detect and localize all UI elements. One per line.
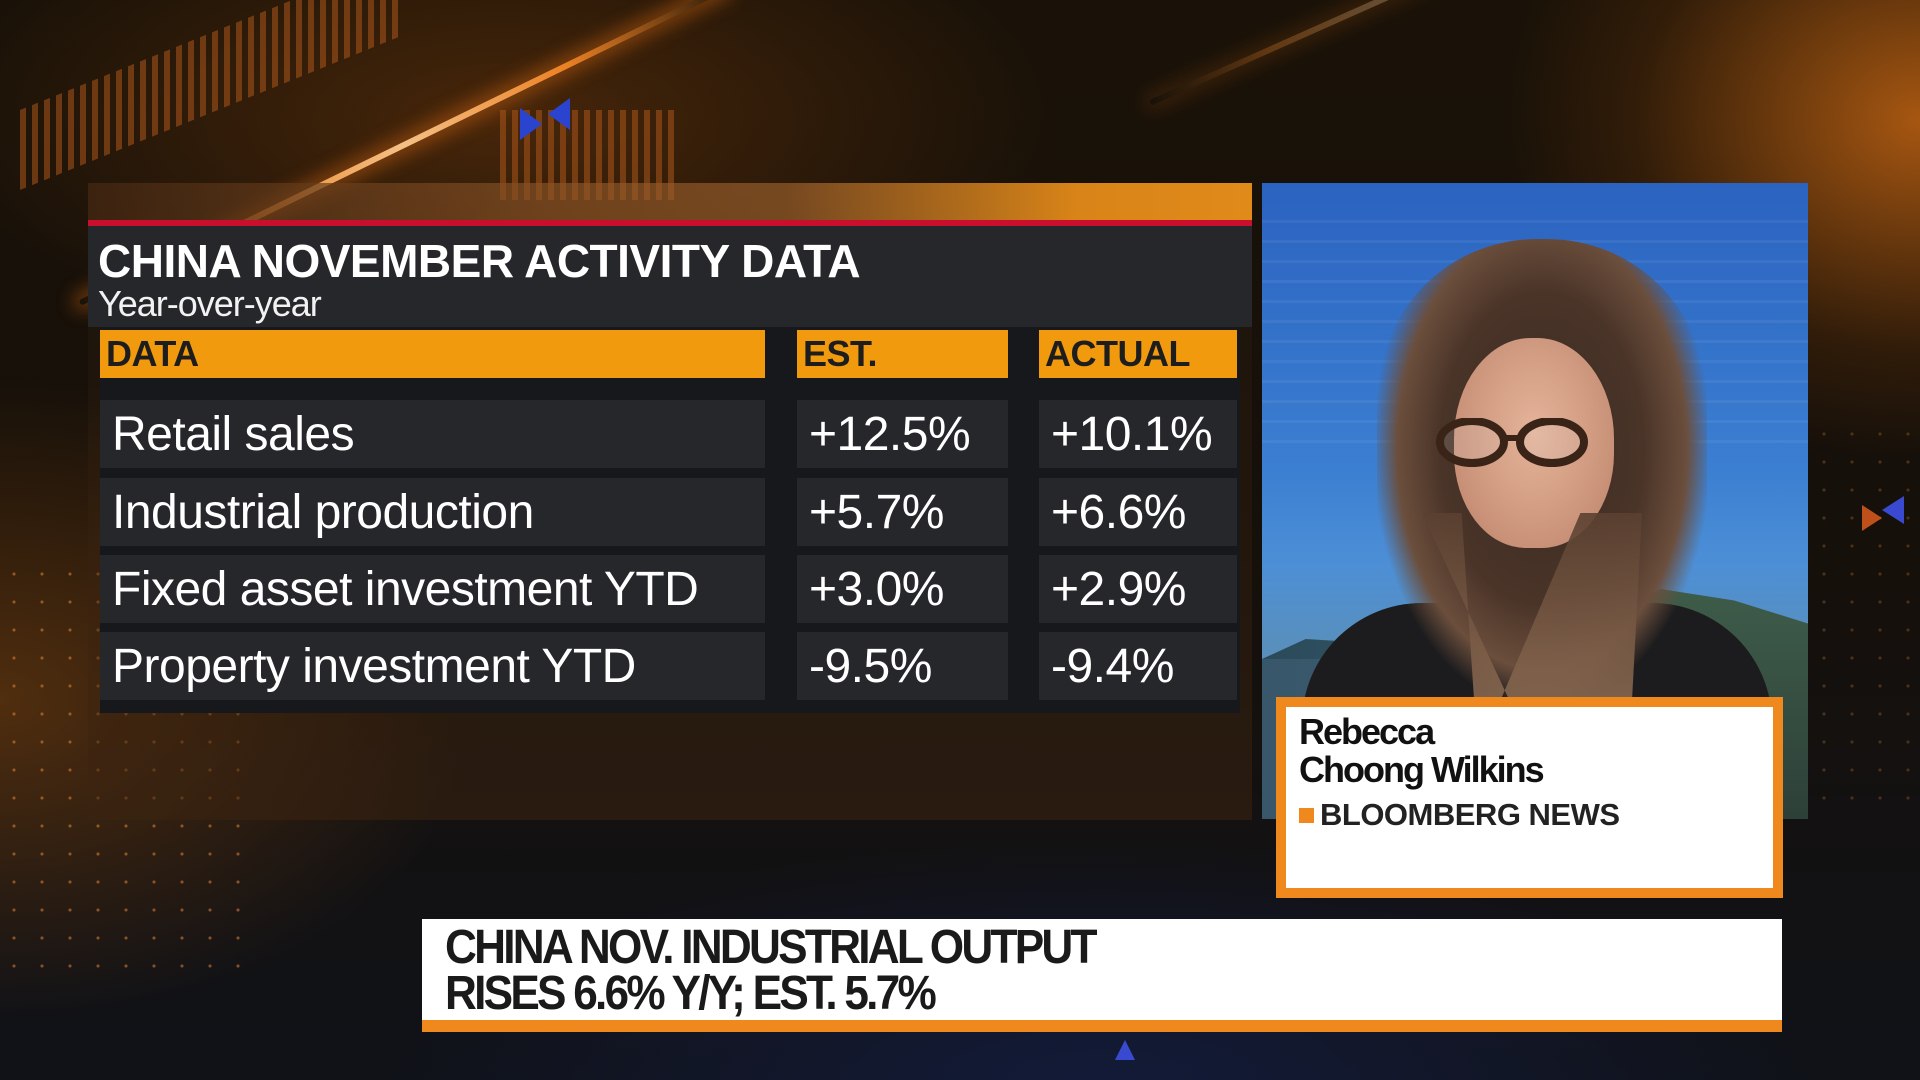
row-actual-fixed-asset-investment: +2.9% <box>1039 555 1237 623</box>
headline-line-1: CHINA NOV. INDUSTRIAL OUTPUT <box>445 921 1098 974</box>
orange-square-icon <box>1299 807 1314 823</box>
headline-ticker: CHINA NOV. INDUSTRIAL OUTPUT RISES 6.6% … <box>422 919 1782 1032</box>
row-label-fixed-asset-investment: Fixed asset investment YTD <box>100 555 765 623</box>
activity-data-panel: CHINA NOVEMBER ACTIVITY DATA Year-over-y… <box>88 183 1252 820</box>
headline-line-2: RISES 6.6% Y/Y; EST. 5.7% <box>445 967 937 1020</box>
column-header-actual: ACTUAL <box>1039 330 1237 378</box>
row-actual-retail-sales: +10.1% <box>1039 400 1237 468</box>
presenter-name-lower-third: Rebecca Choong Wilkins BLOOMBERG NEWS <box>1276 697 1783 898</box>
row-est-property-investment: -9.5% <box>797 632 1008 700</box>
row-label-retail-sales: Retail sales <box>100 400 765 468</box>
column-header-data: DATA <box>100 330 765 378</box>
presenter-last-name: Choong Wilkins <box>1299 749 1545 790</box>
row-label-property-investment: Property investment YTD <box>100 632 765 700</box>
row-label-industrial-production: Industrial production <box>100 478 765 546</box>
light-streak <box>1148 0 1627 106</box>
blue-triangle-icon <box>520 108 542 140</box>
panel-title-area: CHINA NOVEMBER ACTIVITY DATA Year-over-y… <box>88 226 1252 327</box>
orange-triangle-icon <box>1862 505 1882 531</box>
row-est-industrial-production: +5.7% <box>797 478 1008 546</box>
panel-title: CHINA NOVEMBER ACTIVITY DATA <box>98 235 861 287</box>
row-est-fixed-asset-investment: +3.0% <box>797 555 1008 623</box>
panel-subtitle: Year-over-year <box>98 283 322 324</box>
row-actual-property-investment: -9.4% <box>1039 632 1237 700</box>
row-actual-industrial-production: +6.6% <box>1039 478 1237 546</box>
glasses-icon <box>1436 418 1588 467</box>
dot-grid <box>1810 420 1920 820</box>
headline-text: CHINA NOV. INDUSTRIAL OUTPUT RISES 6.6% … <box>445 921 1098 1020</box>
blue-triangle-icon <box>548 98 570 130</box>
organization-label: BLOOMBERG NEWS <box>1320 797 1620 832</box>
data-table: DATA EST. ACTUAL Retail sales +12.5% +10… <box>100 327 1240 713</box>
row-est-retail-sales: +12.5% <box>797 400 1008 468</box>
panel-top-strip <box>88 183 1252 220</box>
presenter-organization: BLOOMBERG NEWS <box>1299 797 1620 833</box>
bar-pattern <box>20 0 400 191</box>
blue-triangle-icon <box>1882 496 1904 524</box>
presenter-first-name: Rebecca <box>1299 711 1435 752</box>
column-header-est: EST. <box>797 330 1008 378</box>
panel-red-rule <box>88 220 1252 226</box>
blue-triangle-icon <box>1115 1040 1135 1060</box>
